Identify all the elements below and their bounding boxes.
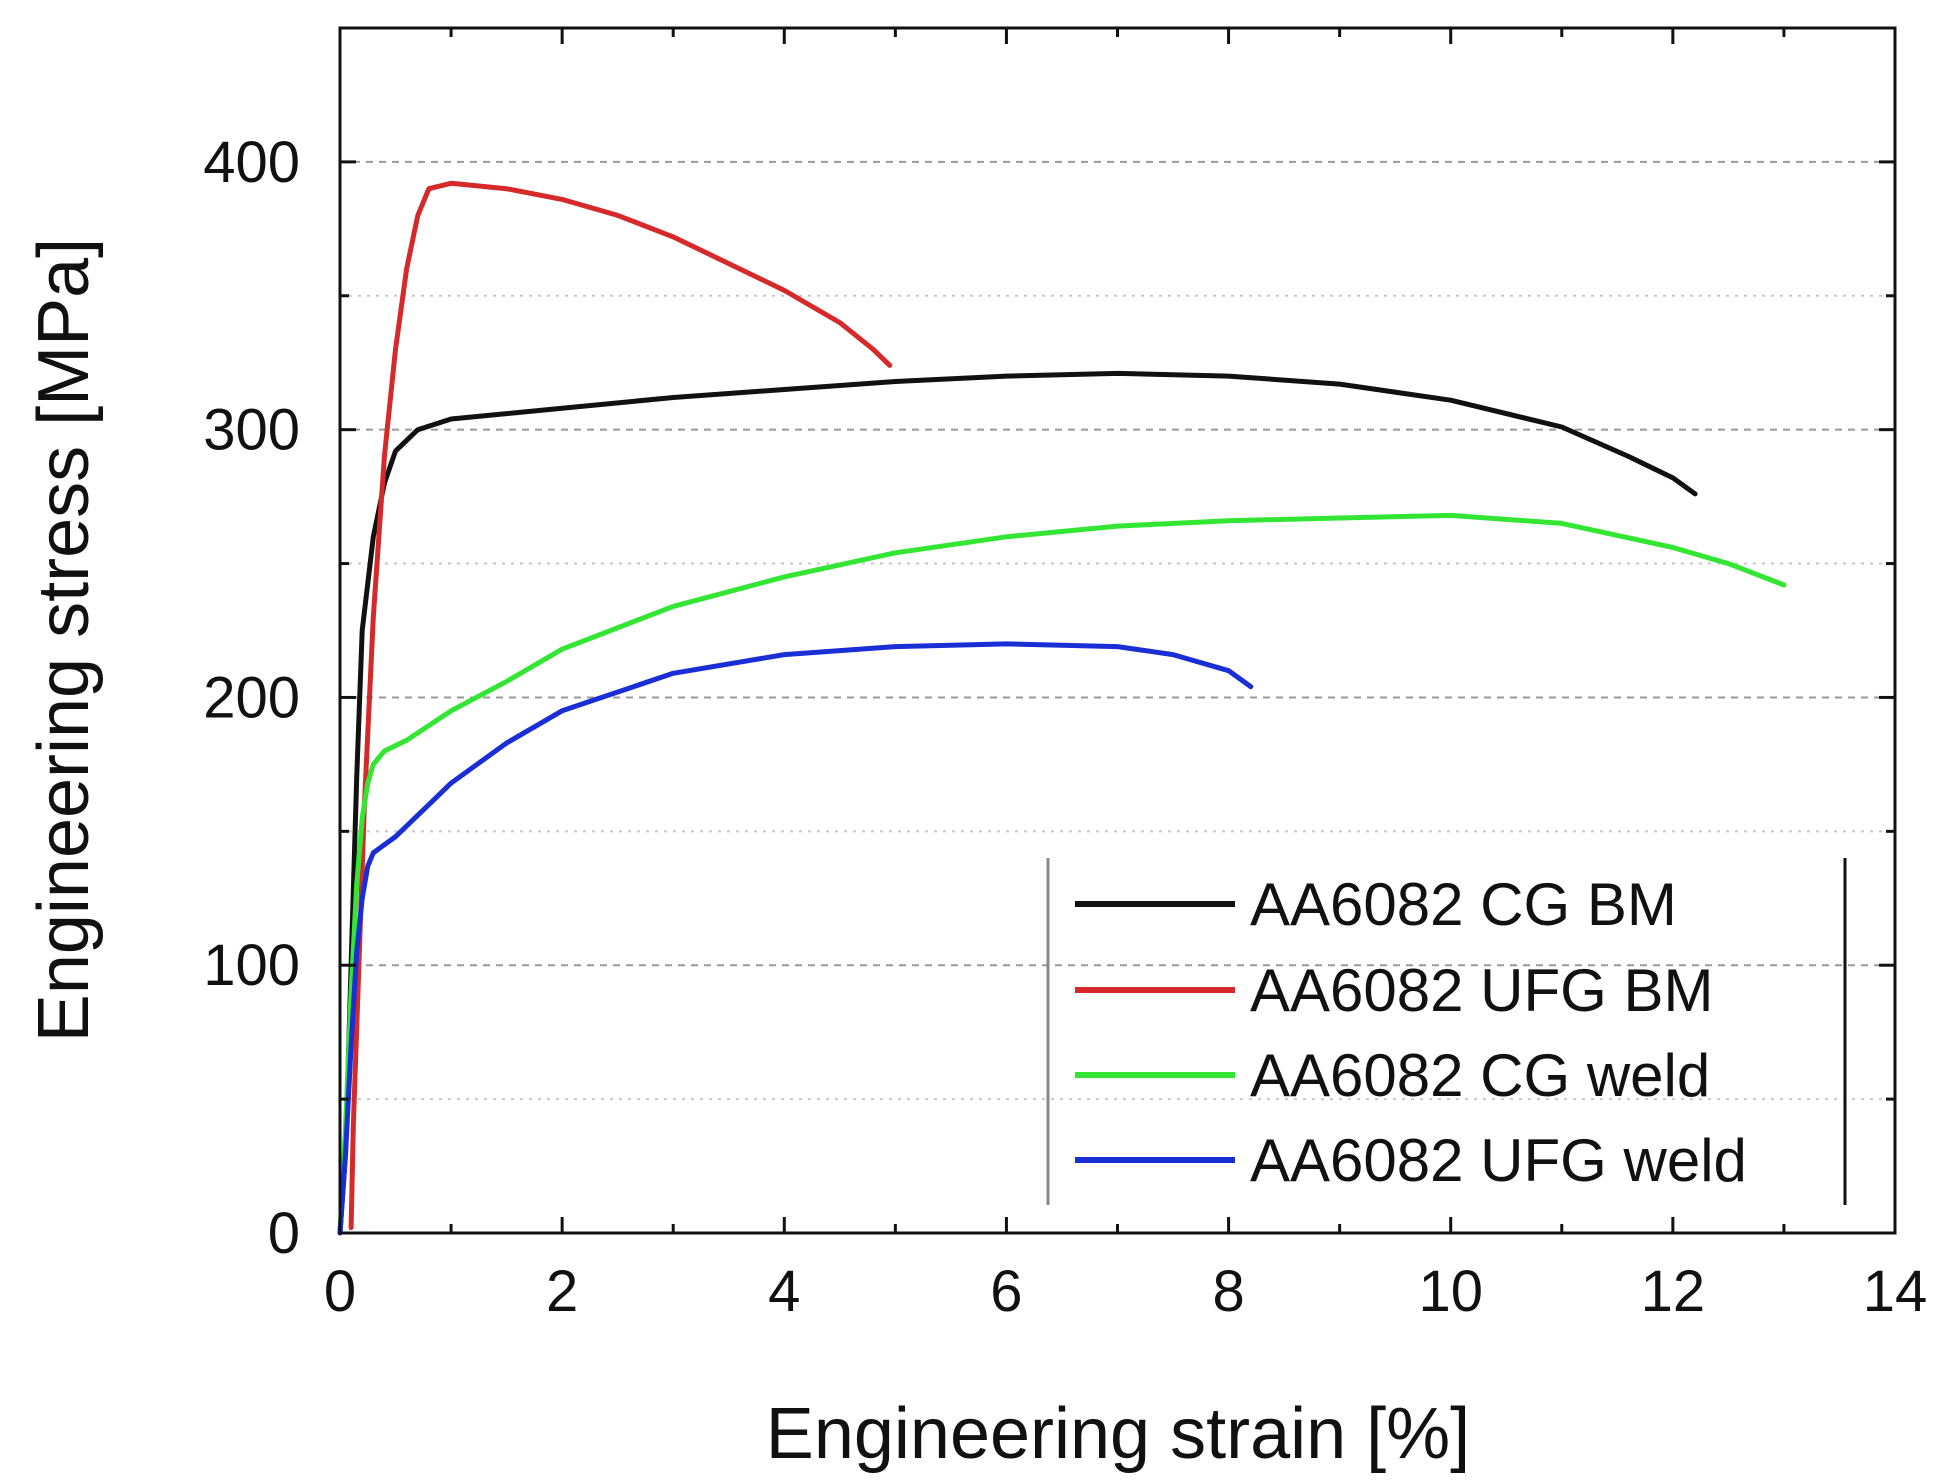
x-tick-label: 10 <box>1418 1259 1483 1324</box>
series-line-2 <box>348 180 893 1231</box>
x-tick-label: 2 <box>546 1259 578 1324</box>
tick-layer <box>338 28 1897 1235</box>
x-tick-label: 6 <box>990 1259 1022 1324</box>
y-axis-title: Engineering stress [MPa] <box>24 238 104 1042</box>
x-tick-label: 0 <box>324 1259 356 1324</box>
x-tick-label: 14 <box>1863 1259 1928 1324</box>
series-line-3 <box>337 512 1787 1236</box>
legend-label-4: AA6082 UFG weld <box>1250 1127 1747 1194</box>
series-line-4 <box>337 641 1254 1236</box>
y-tick-label: 0 <box>268 1201 300 1266</box>
series-line-1 <box>337 370 1698 1236</box>
x-axis-title: Engineering strain [%] <box>766 1394 1470 1474</box>
y-tick-label: 100 <box>203 933 300 998</box>
legend: AA6082 CG BM AA6082 UFG BM AA6082 CG weld A… <box>1046 858 1847 1205</box>
x-tick-label: 8 <box>1212 1259 1244 1324</box>
series-layer <box>337 180 1787 1236</box>
label-layer: 0 2 4 6 8 10 12 14 0 100 200 300 400 <box>203 130 1927 1324</box>
legend-label-2: AA6082 UFG BM <box>1250 957 1714 1024</box>
y-tick-label: 200 <box>203 665 300 730</box>
x-tick-label: 12 <box>1641 1259 1706 1324</box>
legend-label-1: AA6082 CG BM <box>1250 871 1677 938</box>
y-tick-label: 300 <box>203 398 300 463</box>
x-tick-label: 4 <box>768 1259 800 1324</box>
legend-label-3: AA6082 CG weld <box>1250 1042 1710 1109</box>
y-tick-label: 400 <box>203 130 300 195</box>
